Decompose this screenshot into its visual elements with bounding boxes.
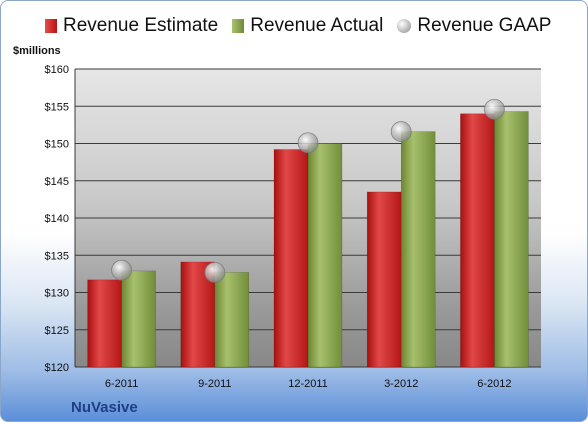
y-axis-unit-label: $millions — [13, 45, 61, 57]
bar-estimate — [273, 149, 309, 368]
y-tick-label: $120 — [45, 362, 69, 374]
marker-gaap — [390, 121, 412, 142]
bar-actual — [214, 272, 250, 368]
bar-actual — [494, 111, 529, 368]
legend: Revenue Estimate Revenue Actual Revenue … — [45, 15, 551, 37]
bar-actual — [121, 270, 156, 368]
marker-gaap — [111, 259, 132, 281]
y-tick-label: $125 — [45, 325, 69, 337]
y-tick-label: $130 — [45, 288, 69, 300]
legend-item-gaap: Revenue GAAP — [397, 15, 551, 37]
plot-area: $120 $125 $130 $135 $140 $145 $150 $155 $160 6-20… — [45, 64, 541, 390]
legend-label-gaap: Revenue GAAP — [417, 15, 552, 36]
marker-gaap — [483, 98, 505, 120]
y-tick-label: $145 — [45, 176, 69, 188]
legend-label-estimate: Revenue Estimate — [63, 15, 219, 36]
x-tick-label: 12-2011 — [288, 378, 328, 390]
legend-item-actual: Revenue Actual — [232, 15, 383, 37]
y-tick-label: $150 — [45, 139, 69, 151]
legend-swatch-actual — [232, 19, 245, 33]
bar-actual — [307, 143, 343, 368]
marker-gaap — [297, 132, 319, 154]
y-tick-label: $140 — [45, 213, 69, 225]
y-tick-label: $155 — [45, 101, 69, 113]
bar-estimate — [366, 191, 402, 368]
x-tick-label: 6-2012 — [477, 378, 511, 390]
x-tick-label: 3-2012 — [384, 378, 418, 390]
y-tick-label: $160 — [45, 64, 69, 76]
x-tick-label: 6-2011 — [105, 378, 138, 390]
legend-swatch-gaap — [397, 19, 412, 33]
legend-label-actual: Revenue Actual — [250, 15, 384, 36]
x-tick-label: 9-2011 — [198, 378, 231, 390]
bar-estimate — [87, 279, 122, 368]
bar-actual — [400, 131, 436, 368]
y-tick-label: $135 — [45, 250, 69, 262]
bar-estimate — [460, 113, 495, 368]
legend-item-estimate: Revenue Estimate — [45, 15, 218, 37]
company-name: NuVasive — [71, 399, 138, 416]
legend-swatch-estimate — [45, 19, 57, 33]
marker-gaap — [204, 261, 226, 283]
